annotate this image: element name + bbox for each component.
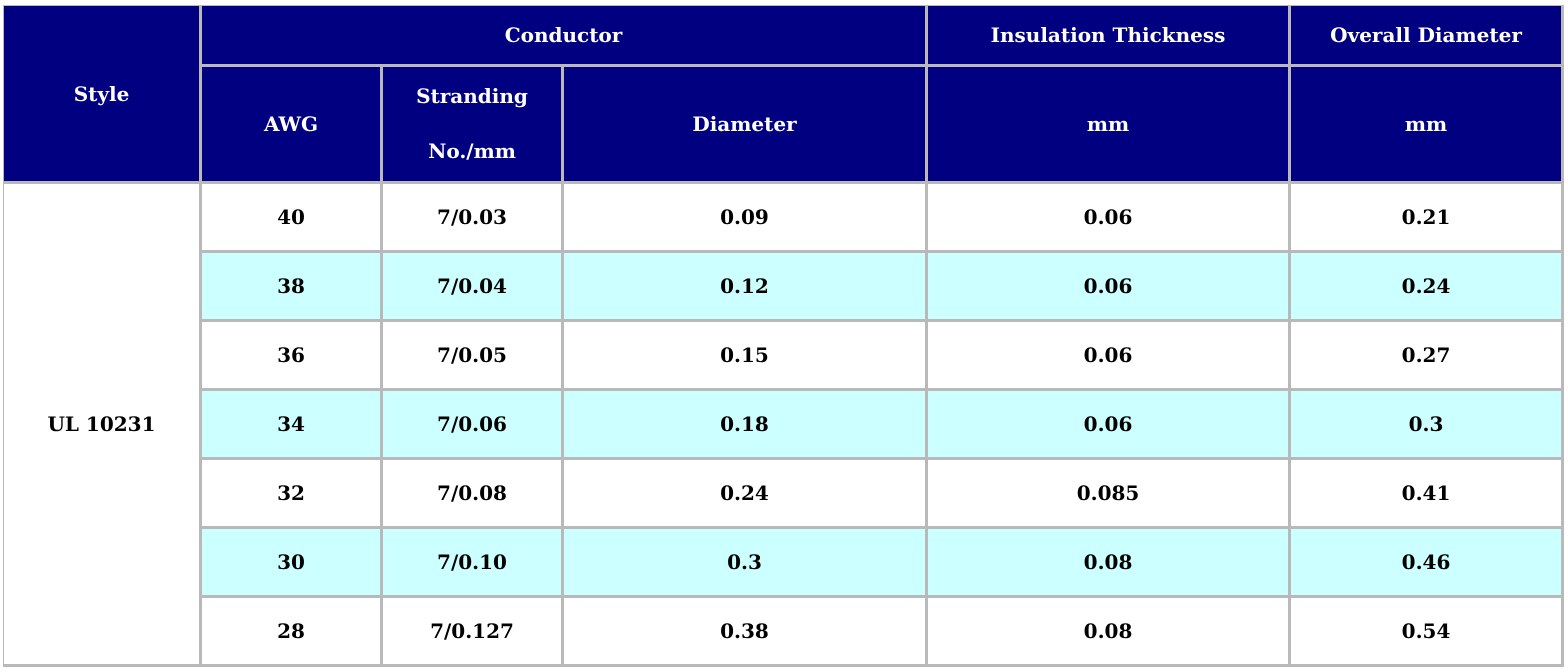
cell-awg: 30 [202, 529, 383, 598]
cable-spec-table: Style Conductor Insulation Thickness Ove… [3, 5, 1565, 667]
cell-insulation: 0.08 [928, 529, 1292, 598]
cell-awg: 28 [202, 598, 383, 667]
header-stranding-line2: No./mm [428, 139, 516, 163]
header-style: Style [4, 6, 202, 184]
cell-stranding: 7/0.08 [383, 460, 564, 529]
header-stranding-line1: Stranding [416, 84, 528, 108]
cell-awg: 40 [202, 184, 383, 253]
header-overall-unit: mm [1291, 67, 1565, 184]
header-awg: AWG [202, 67, 383, 184]
cell-insulation: 0.06 [928, 391, 1292, 460]
cell-overall: 0.54 [1291, 598, 1565, 667]
header-diameter: Diameter [564, 67, 929, 184]
cell-overall: 0.24 [1291, 253, 1565, 322]
style-value-cell: UL 10231 [4, 184, 202, 667]
cell-stranding: 7/0.06 [383, 391, 564, 460]
cell-diameter: 0.09 [564, 184, 929, 253]
cell-awg: 32 [202, 460, 383, 529]
cell-stranding: 7/0.05 [383, 322, 564, 391]
cell-overall: 0.3 [1291, 391, 1565, 460]
cell-overall: 0.21 [1291, 184, 1565, 253]
cell-insulation: 0.085 [928, 460, 1292, 529]
cell-insulation: 0.06 [928, 184, 1292, 253]
header-overall-diameter: Overall Diameter [1291, 6, 1565, 67]
cell-diameter: 0.15 [564, 322, 929, 391]
cell-awg: 38 [202, 253, 383, 322]
cell-stranding: 7/0.04 [383, 253, 564, 322]
cell-stranding: 7/0.10 [383, 529, 564, 598]
cell-overall: 0.46 [1291, 529, 1565, 598]
cell-diameter: 0.12 [564, 253, 929, 322]
cell-insulation: 0.06 [928, 253, 1292, 322]
cell-awg: 34 [202, 391, 383, 460]
cell-stranding: 7/0.127 [383, 598, 564, 667]
cell-diameter: 0.24 [564, 460, 929, 529]
cell-stranding: 7/0.03 [383, 184, 564, 253]
cell-diameter: 0.3 [564, 529, 929, 598]
header-stranding: Stranding No./mm [383, 67, 564, 184]
header-insulation-thickness: Insulation Thickness [928, 6, 1292, 67]
cell-overall: 0.41 [1291, 460, 1565, 529]
cell-insulation: 0.06 [928, 322, 1292, 391]
header-conductor: Conductor [202, 6, 929, 67]
cell-diameter: 0.38 [564, 598, 929, 667]
cell-insulation: 0.08 [928, 598, 1292, 667]
header-insulation-unit: mm [928, 67, 1292, 184]
cell-diameter: 0.18 [564, 391, 929, 460]
cell-awg: 36 [202, 322, 383, 391]
cell-overall: 0.27 [1291, 322, 1565, 391]
